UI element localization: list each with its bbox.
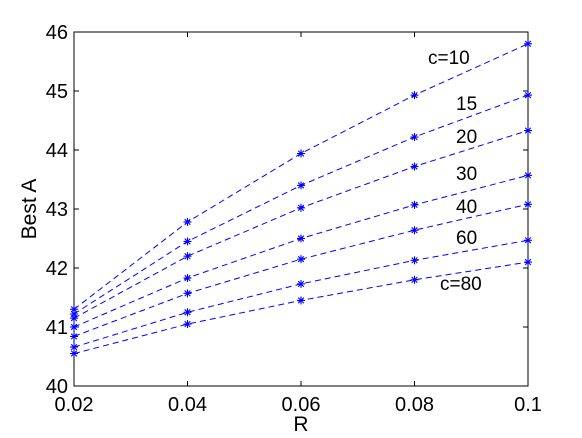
y-axis-label: Best A <box>18 179 41 240</box>
y-tick-label: 45 <box>46 81 68 103</box>
data-point-marker <box>70 332 78 341</box>
data-point-marker <box>410 200 419 209</box>
y-tick-label: 43 <box>46 199 68 221</box>
series-line <box>73 203 529 337</box>
series-6 <box>70 258 532 358</box>
data-point-marker <box>183 320 192 329</box>
tick-labels: 0.02 0.04 0.06 0.08 0.1 40 41 42 43 44 45 46 <box>46 22 542 416</box>
series-5 <box>70 236 532 352</box>
series-label: c=80 <box>440 274 482 295</box>
data-point-marker <box>410 275 419 284</box>
data-point-marker <box>183 308 192 317</box>
data-point-marker <box>183 289 192 298</box>
series-group <box>70 39 532 358</box>
data-point-marker <box>297 181 305 190</box>
data-point-marker <box>524 91 532 100</box>
data-point-marker <box>410 162 419 171</box>
series-4 <box>70 200 532 341</box>
y-tick-label: 44 <box>46 140 68 162</box>
data-point-marker <box>410 133 419 142</box>
data-point-marker <box>70 323 78 331</box>
series-label: 15 <box>456 94 477 115</box>
y-tick-label: 41 <box>46 317 68 339</box>
axis-ticks <box>73 31 529 387</box>
data-point-marker <box>410 256 419 265</box>
data-point-marker <box>524 39 532 48</box>
data-point-marker <box>70 314 78 323</box>
data-point-marker <box>524 200 532 209</box>
data-point-marker <box>524 236 532 245</box>
data-point-marker <box>183 252 192 261</box>
data-point-marker <box>183 237 192 246</box>
data-point-marker <box>297 279 305 288</box>
series-label: 20 <box>456 127 477 148</box>
data-point-marker <box>183 217 192 226</box>
x-tick-label: 0.06 <box>282 394 321 416</box>
series-label: 30 <box>456 164 477 185</box>
data-point-marker <box>524 126 532 135</box>
data-point-marker <box>410 226 419 235</box>
x-axis-label: R <box>293 413 308 436</box>
data-point-marker <box>297 255 305 264</box>
x-tick-label: 0.08 <box>395 394 434 416</box>
data-point-marker <box>297 296 305 305</box>
data-point-marker <box>70 343 78 352</box>
y-tick-label: 42 <box>46 258 68 280</box>
series-label: 40 <box>456 197 477 218</box>
data-point-marker <box>410 91 419 100</box>
data-point-marker <box>524 258 532 267</box>
data-point-marker <box>524 171 532 180</box>
y-tick-label: 46 <box>46 22 68 44</box>
data-point-marker <box>297 203 305 212</box>
x-tick-label: 0.1 <box>514 394 542 416</box>
series-1 <box>70 91 532 319</box>
series-0 <box>70 39 532 314</box>
series-label: 60 <box>456 228 477 249</box>
data-point-marker <box>297 234 305 243</box>
series-labels: c=10 15 20 30 40 60 c=80 <box>428 48 482 295</box>
x-tick-label: 0.02 <box>55 394 94 416</box>
series-3 <box>70 171 532 331</box>
series-2 <box>70 126 532 323</box>
y-tick-label: 40 <box>46 376 68 398</box>
series-label: c=10 <box>428 48 470 69</box>
x-tick-label: 0.04 <box>168 394 207 416</box>
data-point-marker <box>297 149 305 158</box>
data-point-marker <box>70 349 78 358</box>
data-point-marker <box>183 274 192 283</box>
